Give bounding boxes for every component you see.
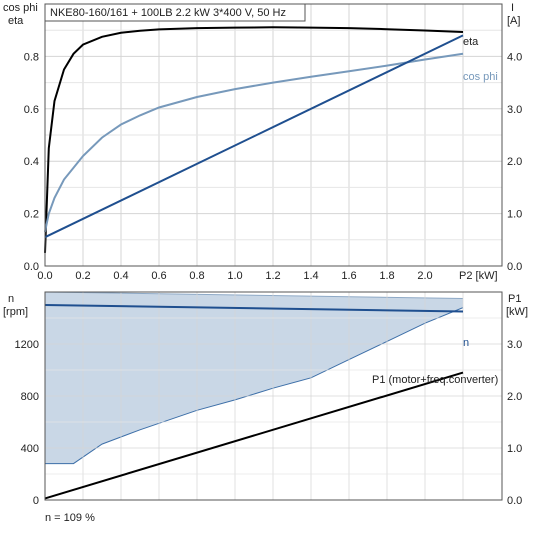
top-x-tick-label: 1.8 [379, 270, 394, 282]
top-x-tick-label: 1.4 [303, 270, 318, 282]
top-right-ylabel-line2: [A] [507, 15, 520, 27]
bottom-y-left-tick-label: 1200 [15, 339, 39, 351]
top-left-ylabel-line2: eta [8, 15, 24, 27]
top-y-right-tick-label: 0.0 [507, 261, 522, 273]
speed-band-upper-edge [44, 291, 464, 299]
top-x-tick-label: 0.8 [189, 270, 204, 282]
top-y-right-tick-label: 1.0 [507, 209, 522, 221]
top-x-tick-label: 0.2 [75, 270, 90, 282]
bottom-left-ylabel-line2: [rpm] [3, 306, 28, 318]
top-y-right-tick-label: 2.0 [507, 156, 522, 168]
top-right-ylabel-line1: I [511, 2, 514, 14]
top-y-left-tick-label: 0.6 [24, 104, 39, 116]
top-x-tick-label: 1.0 [227, 270, 242, 282]
bottom-y-left-tick-label: 800 [21, 391, 39, 403]
bottom-y-right-tick-label: 1.0 [507, 443, 522, 455]
top-gridlines [44, 4, 502, 267]
top-y-right-tick-label: 3.0 [507, 104, 522, 116]
annotation-eta: eta [463, 36, 479, 48]
top-x-tick-label: 0.4 [113, 270, 128, 282]
annotation-n: n [463, 337, 469, 349]
title-box [44, 3, 306, 22]
top-x-tick-label: 1.6 [341, 270, 356, 282]
bottom-series-group [44, 304, 464, 500]
top-xlabel: P2 [kW] [459, 270, 498, 282]
speed-band-fill [45, 292, 463, 464]
current-curve [44, 34, 464, 239]
annotation-p1: P1 (motor+freq.converter) [372, 374, 498, 386]
speed-band-lower-edge [45, 307, 464, 465]
bottom-right-ylabel-line2: [kW] [506, 306, 528, 318]
top-left-ylabel-line1: cos phi [3, 2, 38, 14]
cos-phi-curve [44, 52, 464, 233]
eta-curve [44, 26, 464, 253]
power-input-curve [44, 371, 464, 500]
top-x-tick-label: 0.0 [37, 270, 52, 282]
top-y-left-tick-label: 0.4 [24, 156, 39, 168]
bottom-chart: n [rpm] P1 [kW] 040080012000.01.02.03.0 … [3, 291, 528, 524]
top-series-group [44, 26, 464, 253]
top-tick-labels: 0.0 0.2 0.4 0.6 0.8 1.0 1.2 1.4 1.6 1.8 2.0 0.0 0.2 0… [24, 51, 523, 282]
top-x-tick-label: 1.2 [265, 270, 280, 282]
top-chart: NKE80-160/161 + 100LB 2.2 kW 3*400 V, 50… [3, 2, 522, 282]
top-y-right-tick-label: 4.0 [507, 51, 522, 63]
top-x-tick-label: 0.6 [151, 270, 166, 282]
speed-footnote: n = 109 % [45, 512, 95, 524]
bottom-plot-frame [44, 291, 503, 501]
top-y-left-tick-label: 0.2 [24, 209, 39, 221]
speed-range-band [44, 291, 464, 465]
bottom-y-right-tick-label: 3.0 [507, 339, 522, 351]
chart-title: NKE80-160/161 + 100LB 2.2 kW 3*400 V, 50… [50, 7, 286, 19]
bottom-tick-labels: 0 400 800 1200 0.0 1.0 2.0 3.0 [15, 339, 523, 507]
speed-curve [44, 304, 464, 313]
bottom-y-left-tick-label: 400 [21, 443, 39, 455]
top-y-left-tick-label: 0.8 [24, 51, 39, 63]
top-x-tick-label: 2.0 [417, 270, 432, 282]
bottom-y-right-tick-label: 2.0 [507, 391, 522, 403]
bottom-right-ylabel-line1: P1 [508, 293, 521, 305]
bottom-y-left-tick-label: 0 [33, 495, 39, 507]
annotation-cos-phi: cos phi [463, 71, 498, 83]
bottom-left-ylabel-line1: n [8, 293, 14, 305]
top-y-left-tick-label: 0.0 [24, 261, 39, 273]
bottom-y-right-tick-label: 0.0 [507, 495, 522, 507]
